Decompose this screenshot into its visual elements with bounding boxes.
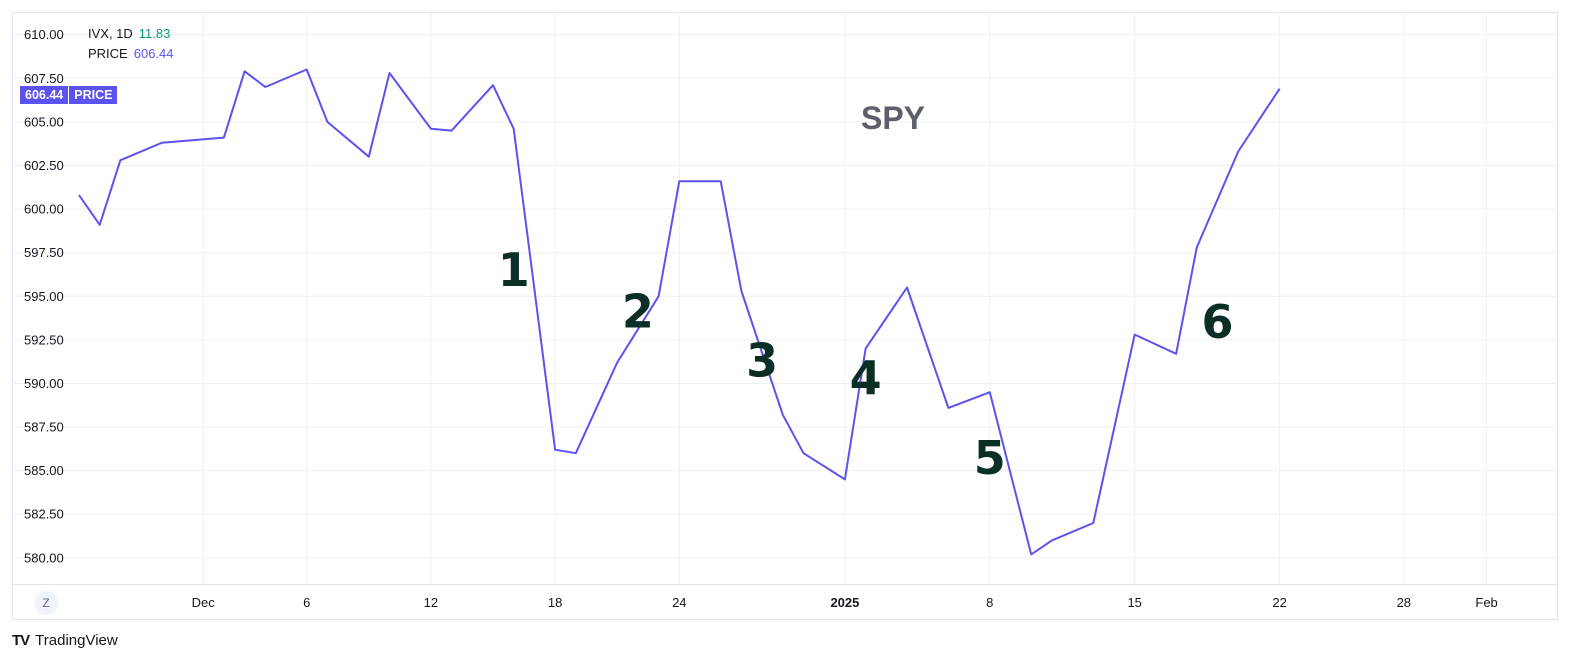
price-line <box>78 68 1281 556</box>
y-tick-label: 595.00 <box>24 289 64 304</box>
price-label-tag: 606.44 PRICE <box>20 86 118 104</box>
price-tag-label: PRICE <box>69 86 118 104</box>
watermark-symbol: SPY <box>861 100 925 136</box>
wave-annotation-label: 3 <box>746 333 778 387</box>
x-tick-label: 8 <box>986 595 993 610</box>
y-tick-label: 607.50 <box>24 71 64 86</box>
x-tick-label: 2025 <box>830 595 859 610</box>
y-tick-label: 582.50 <box>24 507 64 522</box>
y-tick-label: 597.50 <box>24 245 64 260</box>
price-tag-divider <box>68 86 70 104</box>
y-tick-label: 592.50 <box>24 332 64 347</box>
wave-annotation-label: 6 <box>1201 295 1233 349</box>
y-tick-label: 585.00 <box>24 463 64 478</box>
x-tick-label: 18 <box>548 595 562 610</box>
x-tick-label: 15 <box>1127 595 1141 610</box>
chart-area[interactable]: 610.00 607.50 605.00 602.50 600.00 597.50 595.… <box>12 12 1583 620</box>
wave-annotation-label: 5 <box>974 431 1006 485</box>
y-tick-label: 602.50 <box>24 158 64 173</box>
y-tick-label: 587.50 <box>24 420 64 435</box>
legend-series2-value: 606.44 <box>133 46 174 61</box>
x-tick-label: 24 <box>672 595 686 610</box>
legend-row-ivx[interactable]: IVX, 1D 11.83 <box>88 24 174 44</box>
wave-annotation-label: 1 <box>498 243 530 297</box>
legend: IVX, 1D 11.83 PRICE 606.44 <box>88 24 174 64</box>
wave-annotation-label: 4 <box>850 351 882 405</box>
legend-series1-name: IVX, 1D <box>88 26 133 41</box>
zoom-reset-button[interactable]: Z <box>34 591 58 615</box>
x-tick-label: Dec <box>192 595 216 610</box>
x-tick-label: 12 <box>424 595 438 610</box>
legend-series1-value: 11.83 <box>138 26 171 41</box>
price-chart[interactable]: 610.00 607.50 605.00 602.50 600.00 597.50 595.… <box>12 12 1583 620</box>
x-tick-label: 22 <box>1272 595 1286 610</box>
chart-frame <box>12 12 1558 620</box>
legend-series2-name: PRICE <box>88 46 128 61</box>
y-tick-label: 580.00 <box>24 550 64 565</box>
x-tick-label: 6 <box>303 595 310 610</box>
tradingview-mark-icon: TV <box>12 632 30 649</box>
y-tick-label: 590.00 <box>24 376 64 391</box>
wave-annotation-label: 2 <box>622 285 654 339</box>
tradingview-name: TradingView <box>35 632 118 649</box>
y-tick-label: 600.00 <box>24 202 64 217</box>
price-tag-value: 606.44 <box>20 86 69 104</box>
y-tick-label: 610.00 <box>24 27 64 42</box>
y-tick-label: 605.00 <box>24 114 64 129</box>
tradingview-logo[interactable]: TV TradingView <box>12 632 118 649</box>
x-tick-label: 28 <box>1397 595 1411 610</box>
legend-row-price[interactable]: PRICE 606.44 <box>88 44 174 64</box>
x-tick-label: Feb <box>1475 595 1497 610</box>
